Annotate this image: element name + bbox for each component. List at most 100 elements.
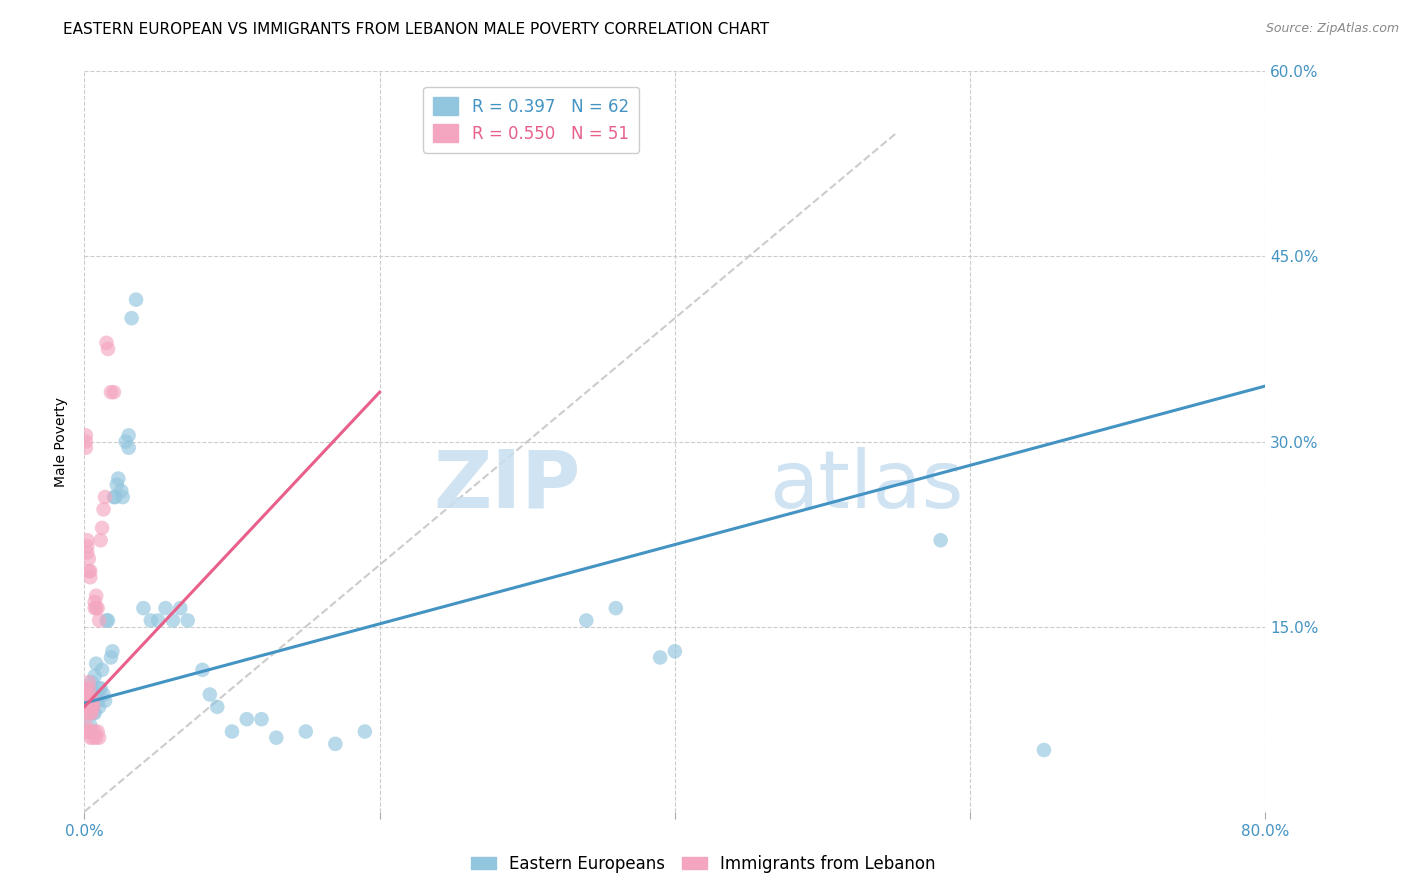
Point: [107, 471, 129, 485]
Point: [82, 706, 104, 720]
Text: EASTERN EUROPEAN VS IMMIGRANTS FROM LEBANON MALE POVERTY CORRELATION CHART: EASTERN EUROPEAN VS IMMIGRANTS FROM LEBA…: [63, 22, 769, 37]
Text: ZIP: ZIP: [433, 447, 581, 525]
Point: [79, 706, 101, 720]
Point: [93, 688, 115, 702]
Point: [75, 699, 97, 714]
Point: [103, 490, 125, 504]
Point: [77, 694, 100, 708]
Point: [139, 614, 162, 628]
Point: [79, 718, 101, 732]
Point: [93, 502, 115, 516]
Point: [83, 706, 105, 720]
Point: [79, 731, 101, 745]
Point: [266, 731, 288, 745]
Point: [84, 589, 107, 603]
Point: [155, 601, 177, 615]
Text: Source: ZipAtlas.com: Source: ZipAtlas.com: [1265, 22, 1399, 36]
Point: [90, 681, 112, 696]
Point: [96, 614, 118, 628]
Point: [91, 521, 114, 535]
Point: [325, 737, 347, 751]
Legend: Eastern Europeans, Immigrants from Lebanon: Eastern Europeans, Immigrants from Leban…: [464, 848, 942, 880]
Point: [87, 699, 111, 714]
Point: [75, 718, 97, 732]
Point: [94, 490, 117, 504]
Point: [169, 601, 191, 615]
Point: [76, 706, 98, 720]
Point: [77, 681, 100, 696]
Point: [76, 724, 98, 739]
Point: [77, 681, 100, 696]
Point: [77, 551, 100, 566]
Point: [236, 712, 259, 726]
Point: [221, 724, 243, 739]
Point: [75, 699, 97, 714]
Point: [79, 570, 101, 584]
Point: [110, 483, 132, 498]
Point: [664, 644, 686, 658]
Point: [191, 663, 214, 677]
Point: [101, 644, 124, 658]
Point: [97, 614, 120, 628]
Point: [250, 712, 273, 726]
Point: [354, 724, 377, 739]
Point: [79, 699, 101, 714]
Point: [80, 694, 103, 708]
Point: [75, 428, 97, 442]
Point: [76, 706, 98, 720]
Point: [82, 699, 104, 714]
Point: [83, 669, 105, 683]
Point: [76, 699, 98, 714]
Point: [84, 731, 107, 745]
Point: [79, 564, 101, 578]
Point: [132, 601, 155, 615]
Point: [75, 441, 97, 455]
Text: atlas: atlas: [769, 447, 963, 525]
Point: [77, 675, 100, 690]
Point: [82, 731, 104, 745]
Point: [76, 546, 98, 560]
Point: [83, 724, 105, 739]
Point: [76, 694, 98, 708]
Point: [87, 681, 111, 696]
Point: [75, 681, 97, 696]
Point: [86, 601, 108, 615]
Point: [94, 694, 117, 708]
Point: [82, 694, 104, 708]
Point: [75, 724, 97, 739]
Point: [83, 601, 105, 615]
Point: [75, 688, 97, 702]
Point: [77, 688, 100, 702]
Point: [76, 540, 98, 554]
Point: [104, 490, 127, 504]
Point: [77, 564, 100, 578]
Point: [198, 688, 221, 702]
Point: [86, 694, 108, 708]
Point: [75, 434, 97, 449]
Point: [77, 724, 100, 739]
Point: [91, 663, 114, 677]
Point: [82, 694, 104, 708]
Point: [148, 614, 170, 628]
Point: [87, 731, 111, 745]
Y-axis label: Male Poverty: Male Poverty: [55, 397, 69, 486]
Point: [929, 533, 952, 548]
Point: [103, 385, 125, 400]
Point: [100, 650, 122, 665]
Point: [90, 533, 112, 548]
Point: [1033, 743, 1056, 757]
Point: [114, 434, 136, 449]
Point: [162, 614, 184, 628]
Point: [650, 650, 672, 665]
Point: [79, 699, 101, 714]
Point: [75, 694, 97, 708]
Point: [118, 441, 141, 455]
Point: [87, 614, 111, 628]
Point: [97, 342, 120, 356]
Point: [111, 490, 134, 504]
Point: [83, 595, 105, 609]
Point: [84, 657, 107, 671]
Point: [100, 385, 122, 400]
Point: [84, 601, 107, 615]
Point: [75, 694, 97, 708]
